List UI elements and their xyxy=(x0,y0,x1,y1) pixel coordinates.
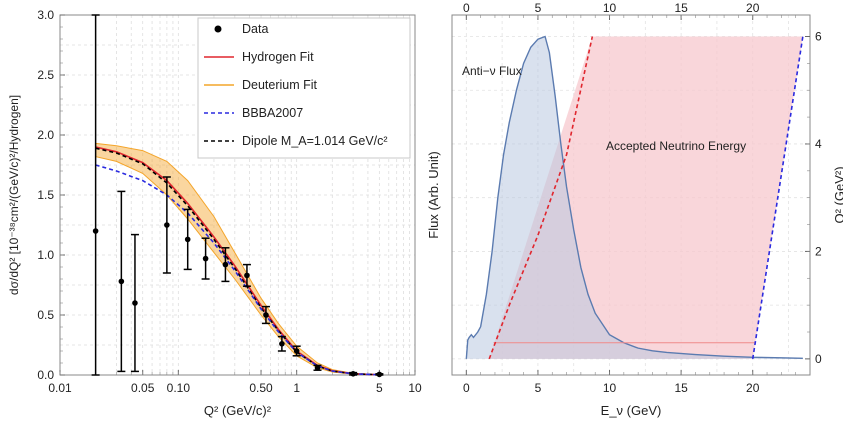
legend: Data Hydrogen Fit Deuterium Fit BBBA2007 Dip… xyxy=(197,17,411,159)
data-point xyxy=(350,371,356,377)
x-tick-label-bottom: 0 xyxy=(463,381,470,395)
x-tick-label-top: 10 xyxy=(603,1,617,15)
x-tick-label: 5 xyxy=(376,381,383,395)
accepted-right-edge xyxy=(751,36,804,360)
y-axis-label-right: Q² (GeV²) xyxy=(832,166,843,223)
y-tick-label: 0.5 xyxy=(37,308,54,322)
legend-marker-point xyxy=(214,25,222,33)
y-tick-label: 2.5 xyxy=(37,68,54,82)
data-point xyxy=(263,312,269,318)
legend-label: Dipole M_A=1.014 GeV/c² xyxy=(242,134,388,148)
y-tick-label-right: 4 xyxy=(815,137,822,151)
x-axis-label: E_ν (GeV) xyxy=(601,403,662,418)
data-point xyxy=(164,222,170,228)
annotation-flux: Anti−ν Flux xyxy=(462,64,522,78)
flux-curve xyxy=(465,35,803,360)
x-tick-label-bottom: 15 xyxy=(674,381,688,395)
data-point xyxy=(222,261,229,268)
x-tick-label: 0.01 xyxy=(48,381,72,395)
legend-label: Hydrogen Fit xyxy=(242,50,314,64)
legend-label: Data xyxy=(242,22,268,36)
legend-box xyxy=(197,17,411,159)
data-point xyxy=(132,300,138,306)
y-tick-label: 1.0 xyxy=(37,248,54,262)
legend-label: Deuterium Fit xyxy=(242,78,318,92)
y-tick-label-right: 6 xyxy=(815,29,822,43)
accepted-left-edge xyxy=(488,36,594,360)
data-point xyxy=(118,278,125,285)
data-point xyxy=(293,348,300,354)
y-tick-label-right: 2 xyxy=(815,244,822,258)
data-point xyxy=(279,341,285,347)
x-tick-label-top: 5 xyxy=(535,1,542,15)
left-chart-cross-section: 0.0 0.5 1.0 1.5 2.0 2.5 3.0 0.01 0.05 0.10 0.50 1 5 1… xyxy=(7,8,422,418)
y-axis-label: dσ/dQ² [10⁻³⁸cm²/(GeV/c)²/Hydrogen] xyxy=(7,95,21,295)
data-point xyxy=(92,228,99,234)
data-point xyxy=(184,236,191,243)
annotation-accepted-energy: Accepted Neutrino Energy xyxy=(606,139,746,153)
x-tick-label: 0.05 xyxy=(131,381,155,395)
x-tick-label: 0.50 xyxy=(249,381,273,395)
y-axis-label-left: Flux (Arb. Unit) xyxy=(426,151,441,238)
y-tick-label-right: 0 xyxy=(815,352,822,366)
x-tick-label-top: 20 xyxy=(746,1,760,15)
data-point xyxy=(314,365,321,371)
plot-frame xyxy=(451,14,811,376)
x-tick-label-top: 0 xyxy=(463,1,470,15)
data-point xyxy=(376,371,383,378)
y-tick-label: 3.0 xyxy=(37,8,54,22)
x-tick-label: 0.10 xyxy=(167,381,191,395)
right-chart-flux: 0 5 10 15 20 0 5 10 15 20 0 2 4 6 E_ν (GeV) Flux (Arb. … xyxy=(426,1,843,418)
y-tick-label: 2.0 xyxy=(37,128,54,142)
legend-label: BBBA2007 xyxy=(242,106,303,120)
flux-fill xyxy=(466,36,803,359)
data-point xyxy=(202,255,209,262)
x-tick-label-bottom: 5 xyxy=(535,381,542,395)
x-tick-label-top: 15 xyxy=(674,1,688,15)
x-tick-label: 1 xyxy=(293,381,300,395)
data-point xyxy=(244,272,250,279)
y-tick-label: 1.5 xyxy=(37,188,54,202)
y-tick-label: 0.0 xyxy=(37,368,54,382)
x-tick-label: 10 xyxy=(408,381,422,395)
x-tick-label-bottom: 20 xyxy=(746,381,760,395)
x-tick-label-bottom: 10 xyxy=(603,381,617,395)
series-line-dipole-m-a-1-014-gev-c- xyxy=(95,147,380,376)
x-axis-label: Q² (GeV/c)² xyxy=(204,403,272,418)
